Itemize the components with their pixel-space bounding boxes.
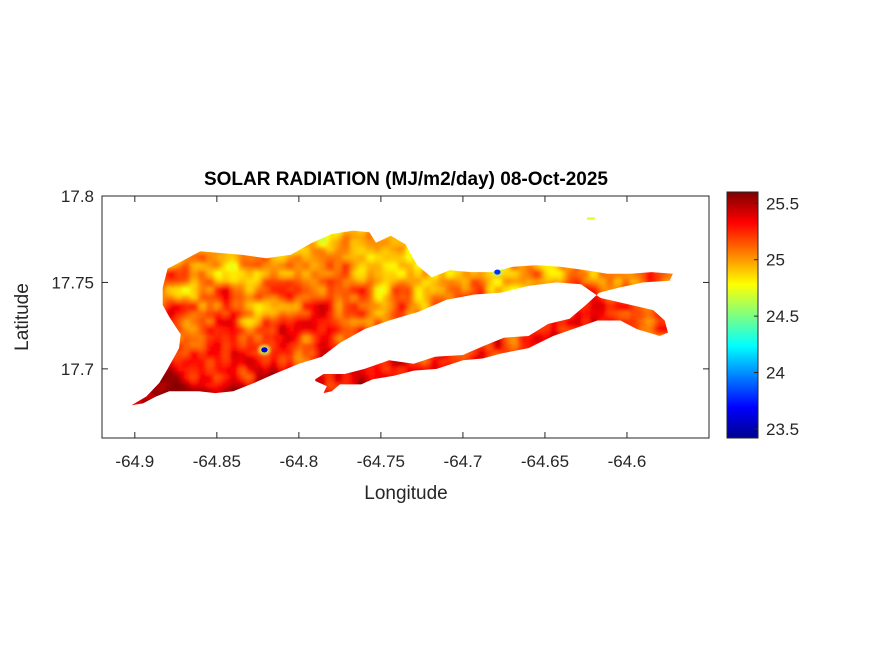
x-tick-label: -64.75 (357, 452, 405, 471)
colorbar-tick-label: 24 (766, 364, 785, 383)
y-axis: 17.7 17.75 17.8 (51, 187, 709, 379)
x-axis-label: Longitude (364, 483, 447, 504)
radiation-map (131, 217, 673, 406)
x-tick-label: -64.65 (521, 452, 569, 471)
radiation-spot (494, 269, 501, 275)
y-axis-label: Latitude (12, 283, 33, 351)
x-tick-label: -64.7 (444, 452, 483, 471)
chart-title: SOLAR RADIATION (MJ/m2/day) 08-Oct-2025 (204, 169, 608, 190)
x-tick-label: -64.6 (608, 452, 647, 471)
y-tick-label: 17.7 (61, 360, 94, 379)
x-tick-label: -64.85 (193, 452, 241, 471)
x-axis: -64.9 -64.85 -64.8 -64.75 -64.7 -64.65 -64.6 (115, 196, 646, 471)
colorbar-gradient (726, 191, 759, 439)
colorbar-tick-label: 25.5 (766, 194, 799, 213)
y-tick-label: 17.8 (61, 187, 94, 206)
islet-marks (586, 217, 595, 220)
y-tick-label: 17.75 (51, 273, 94, 292)
islet-cell (586, 217, 595, 220)
radiation-spot (261, 347, 268, 353)
colorbar-tick-label: 23.5 (766, 420, 799, 439)
colorbar: 23.5 24 24.5 25 25.5 (726, 191, 799, 439)
radiation-field (131, 230, 673, 406)
plot-area-frame (101, 195, 710, 439)
x-tick-label: -64.8 (279, 452, 318, 471)
x-tick-label: -64.9 (115, 452, 154, 471)
colorbar-ticks: 23.5 24 24.5 25 25.5 (754, 194, 799, 439)
colorbar-tick-label: 24.5 (766, 307, 799, 326)
colorbar-tick-label: 25 (766, 251, 785, 270)
